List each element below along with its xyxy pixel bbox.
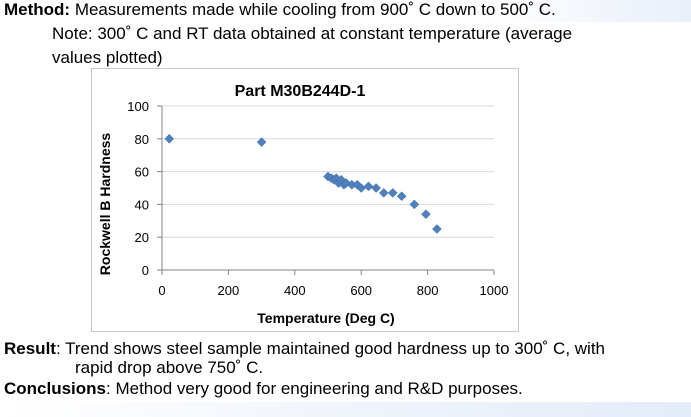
note-line-1: Note: 300˚ C and RT data obtained at con… xyxy=(52,24,573,43)
x-tick-label-1000: 1000 xyxy=(480,283,509,298)
data-points xyxy=(164,133,442,234)
x-tick-label-600: 600 xyxy=(350,283,372,298)
method-text: Measurements made while cooling from 900… xyxy=(70,0,556,19)
data-point-15 xyxy=(378,188,389,198)
conclusions-label: Conclusions xyxy=(4,379,107,398)
x-tick-label-800: 800 xyxy=(417,283,439,298)
y-tick-label-20: 20 xyxy=(135,230,149,245)
data-point-19 xyxy=(421,209,431,220)
y-tick-label-80: 80 xyxy=(135,132,149,147)
header-banner xyxy=(0,0,691,22)
x-tick-label-200: 200 xyxy=(218,283,240,298)
y-axis-label: Rockwell B Hardness xyxy=(97,133,113,276)
data-point-20 xyxy=(432,224,442,234)
x-axis-label: Temperature (Deg C) xyxy=(257,310,394,326)
data-point-9 xyxy=(341,178,352,188)
footer-banner xyxy=(0,402,691,417)
axes xyxy=(157,105,495,275)
y-tick-label-40: 40 xyxy=(135,197,149,212)
data-point-16 xyxy=(387,188,398,198)
x-tick-label-400: 400 xyxy=(284,283,306,298)
y-tick-label-100: 100 xyxy=(127,99,149,114)
method-statement: Method: Measurements made while cooling … xyxy=(4,0,556,20)
note-line-2: values plotted) xyxy=(52,48,163,67)
data-point-17 xyxy=(396,191,407,202)
chart-panel: 0 20 40 60 80 100 0 200 400 600 800 1000 Part M30B2… xyxy=(91,68,519,332)
data-point-1 xyxy=(256,137,267,147)
chart-title: Part M30B244D-1 xyxy=(235,83,366,100)
result-text-2: rapid drop above 750˚ C. xyxy=(75,358,264,377)
data-point-14 xyxy=(371,183,381,193)
y-tick-label-60: 60 xyxy=(135,165,149,180)
result-statement: Result: Trend shows steel sample maintai… xyxy=(4,339,605,359)
x-tick-label-0: 0 xyxy=(158,283,165,298)
result-text-1: : Trend shows steel sample maintained go… xyxy=(55,339,605,358)
gridlines xyxy=(162,105,494,238)
result-label: Result xyxy=(4,339,56,358)
method-label: Method: xyxy=(4,0,71,19)
y-tick-label-0: 0 xyxy=(142,263,149,278)
conclusions-text: : Method very good for engineering and R… xyxy=(106,379,523,398)
conclusions-statement: Conclusions: Method very good for engine… xyxy=(4,379,523,399)
data-point-13 xyxy=(363,181,374,192)
data-point-18 xyxy=(409,199,420,210)
data-point-0 xyxy=(164,133,175,144)
